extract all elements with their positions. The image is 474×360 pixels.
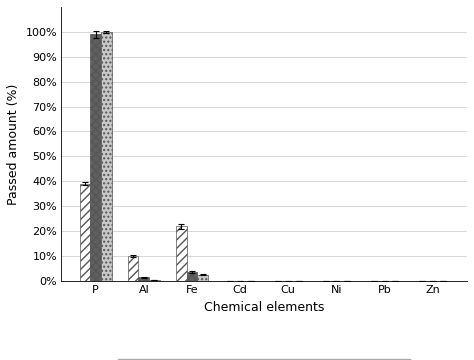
Y-axis label: Passed amount (%): Passed amount (%) — [7, 83, 20, 204]
Legend: 1:10 dilution, 1:50 dilution, 1:100 dilution: 1:10 dilution, 1:50 dilution, 1:100 dilu… — [117, 359, 411, 360]
Bar — [128, 256, 138, 281]
Bar — [149, 280, 160, 281]
Bar — [80, 184, 91, 281]
Bar — [197, 275, 208, 281]
Bar — [187, 272, 197, 281]
Bar — [138, 277, 149, 281]
Bar — [176, 226, 187, 281]
Bar — [91, 34, 101, 281]
Bar — [101, 32, 111, 281]
X-axis label: Chemical elements: Chemical elements — [204, 301, 324, 314]
